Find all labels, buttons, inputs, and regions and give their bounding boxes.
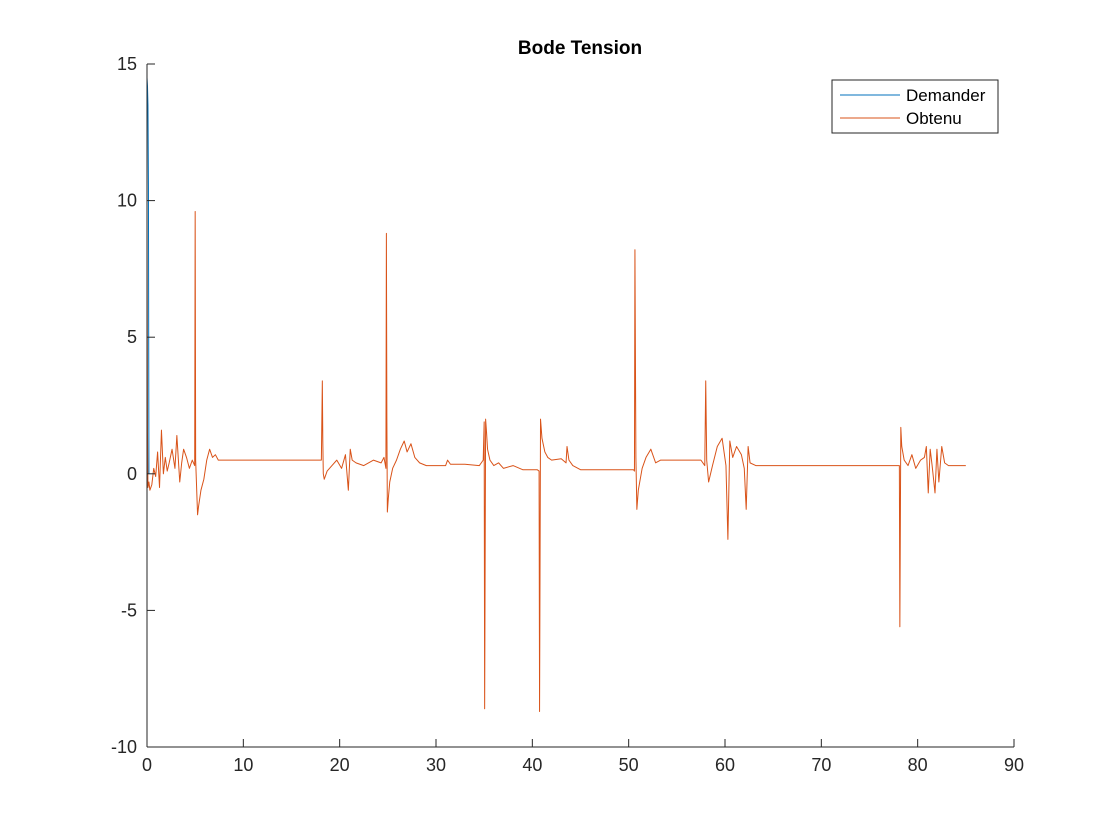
x-tick-label: 50 — [619, 755, 639, 775]
legend: Demander Obtenu — [831, 79, 999, 134]
x-tick-label: 80 — [908, 755, 928, 775]
x-tick-label: 20 — [330, 755, 350, 775]
chart-title: Bode Tension — [518, 38, 642, 59]
y-tick-label: -10 — [111, 737, 137, 757]
x-tick-label: 40 — [522, 755, 542, 775]
series-line-obtenu — [146, 200, 966, 712]
y-tick-label: 15 — [117, 54, 137, 74]
y-tick-label: 10 — [117, 191, 137, 211]
x-tick-label: 60 — [715, 755, 735, 775]
y-tick-label: 0 — [127, 464, 137, 484]
y-tick-label: -5 — [121, 600, 137, 620]
x-tick-label: 30 — [426, 755, 446, 775]
x-tick-label: 90 — [1004, 755, 1024, 775]
x-tick-label: 70 — [811, 755, 831, 775]
legend-box — [831, 79, 999, 134]
legend-label-demander: Demander — [906, 86, 986, 105]
legend-label-obtenu: Obtenu — [906, 109, 962, 128]
x-tick-label: 10 — [233, 755, 253, 775]
axes: 0 10 20 30 40 50 60 70 80 90 -10 -5 0 5 10 15 — [111, 54, 1024, 775]
x-tick-label: 0 — [142, 755, 152, 775]
y-tick-label: 5 — [127, 327, 137, 347]
